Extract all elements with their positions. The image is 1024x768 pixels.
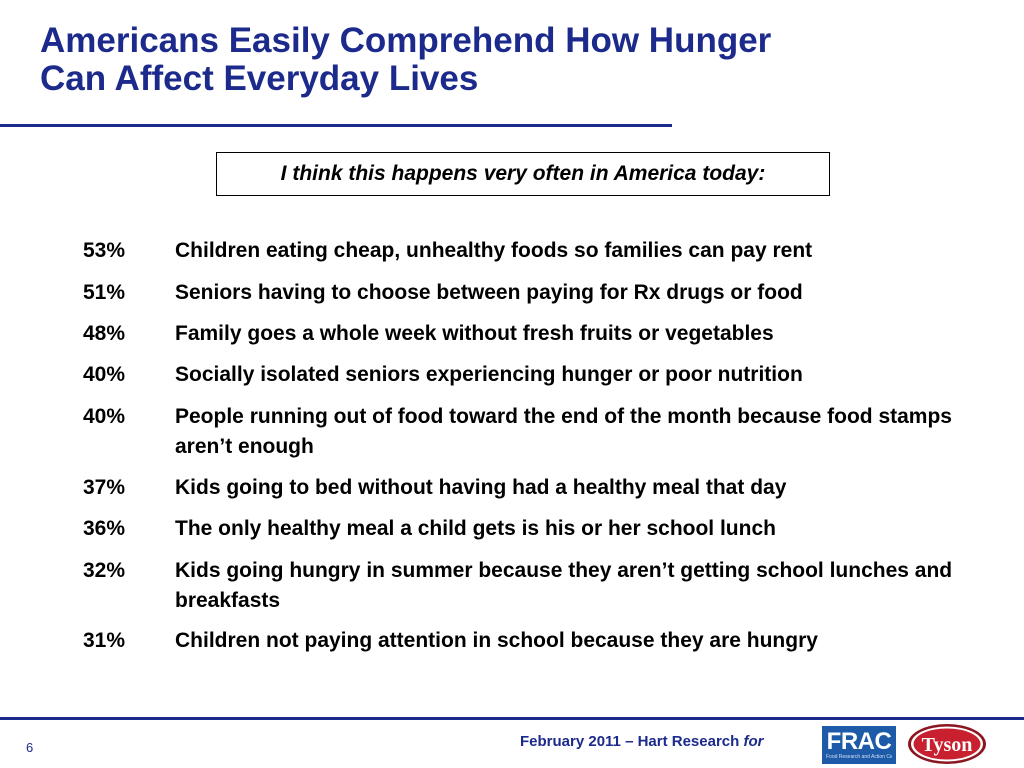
item-text: Socially isolated seniors experiencing h… — [175, 363, 803, 386]
frac-logo-tagline: Food Research and Action Center — [826, 754, 892, 760]
tyson-logo-text: Tyson — [922, 734, 973, 756]
footer-credit-text: February 2011 – Hart Research — [520, 733, 740, 750]
item-percentage: 36% — [83, 517, 126, 540]
slide-title-line2: Can Affect Everyday Lives — [40, 59, 479, 98]
footer-credit-for: for — [743, 733, 764, 750]
item-text: Children not paying attention in school … — [175, 629, 818, 652]
item-text: The only healthy meal a child gets is hi… — [175, 517, 776, 540]
item-percentage: 51% — [83, 281, 126, 304]
page-number: 6 — [26, 740, 34, 755]
item-text: Family goes a whole week without fresh f… — [175, 322, 774, 345]
item-percentage: 40% — [83, 405, 126, 428]
slide-title: Americans Easily Comprehend How Hunger C… — [40, 22, 940, 98]
question-text: I think this happens very often in Ameri… — [280, 162, 766, 185]
question-box: I think this happens very often in Ameri… — [216, 152, 830, 196]
item-percentage: 40% — [83, 363, 126, 386]
slide-title-line1: Americans Easily Comprehend How Hunger — [40, 21, 772, 60]
title-underline — [0, 124, 672, 127]
item-percentage: 32% — [83, 559, 126, 582]
frac-logo-word: FRAC — [826, 728, 892, 755]
item-text: Kids going to bed without having had a h… — [175, 476, 787, 499]
item-text: Children eating cheap, unhealthy foods s… — [175, 239, 813, 262]
item-text: Seniors having to choose between paying … — [175, 281, 803, 304]
tyson-logo: Tyson — [908, 724, 986, 764]
item-percentage: 48% — [83, 322, 126, 345]
item-percentage: 53% — [83, 239, 126, 262]
item-percentage: 31% — [83, 629, 126, 652]
frac-logo: FRAC Food Research and Action Center — [822, 726, 896, 764]
footer-divider — [0, 717, 1024, 720]
item-text: Kids going hungry in summer because they… — [175, 559, 953, 612]
item-percentage: 37% — [83, 476, 126, 499]
item-text: People running out of food toward the en… — [175, 405, 952, 458]
footer-credit: February 2011 – Hart Research for — [520, 733, 763, 750]
